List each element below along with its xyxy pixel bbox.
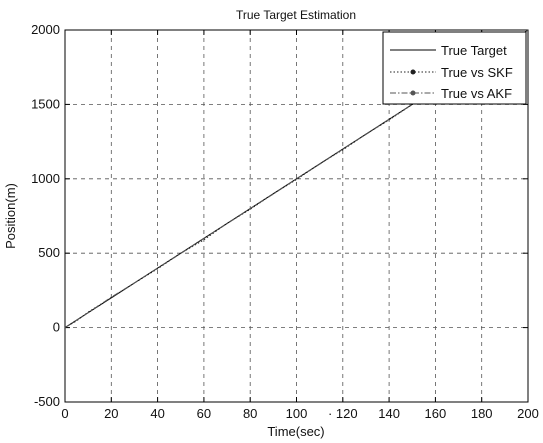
legend-label-true-vs-akf: True vs AKF <box>441 86 512 101</box>
x-tick-label: 140 <box>378 406 400 421</box>
x-tick-label: 80 <box>243 406 257 421</box>
x-tick-label: 40 <box>150 406 164 421</box>
legend-marker-true-vs-skf <box>410 69 416 75</box>
y-tick-labels: -500 0 500 1000 1500 2000 <box>31 22 60 409</box>
y-axis-label: Position(m) <box>3 183 18 249</box>
chart-title: True Target Estimation <box>236 8 356 22</box>
x-tick-label: 160 <box>425 406 447 421</box>
x-tick-label: 0 <box>61 406 68 421</box>
legend-label-true-target: True Target <box>441 43 507 58</box>
y-tick-label: -500 <box>34 394 60 409</box>
x-tick-label: 20 <box>104 406 118 421</box>
x-tick-label: 200 <box>517 406 539 421</box>
legend-marker-true-vs-akf <box>410 90 416 96</box>
x-tick-label: 60 <box>197 406 211 421</box>
x-tick-label: 180 <box>471 406 493 421</box>
x-axis-label: Time(sec) <box>267 424 324 439</box>
legend-label-true-vs-skf: True vs SKF <box>441 65 513 80</box>
x-tick-label: 100 <box>286 406 308 421</box>
legend: True Target True vs SKF True vs AKF <box>382 31 527 105</box>
y-tick-label: 1500 <box>31 96 60 111</box>
y-tick-label: 500 <box>38 245 60 260</box>
legend-box <box>382 31 527 105</box>
x-tick-labels: 0 20 40 60 80 100 · 120 140 160 180 200 <box>61 406 538 421</box>
y-tick-label: 0 <box>53 320 60 335</box>
x-tick-label: · 120 <box>328 406 358 421</box>
y-tick-label: 1000 <box>31 171 60 186</box>
y-tick-label: 2000 <box>31 22 60 37</box>
